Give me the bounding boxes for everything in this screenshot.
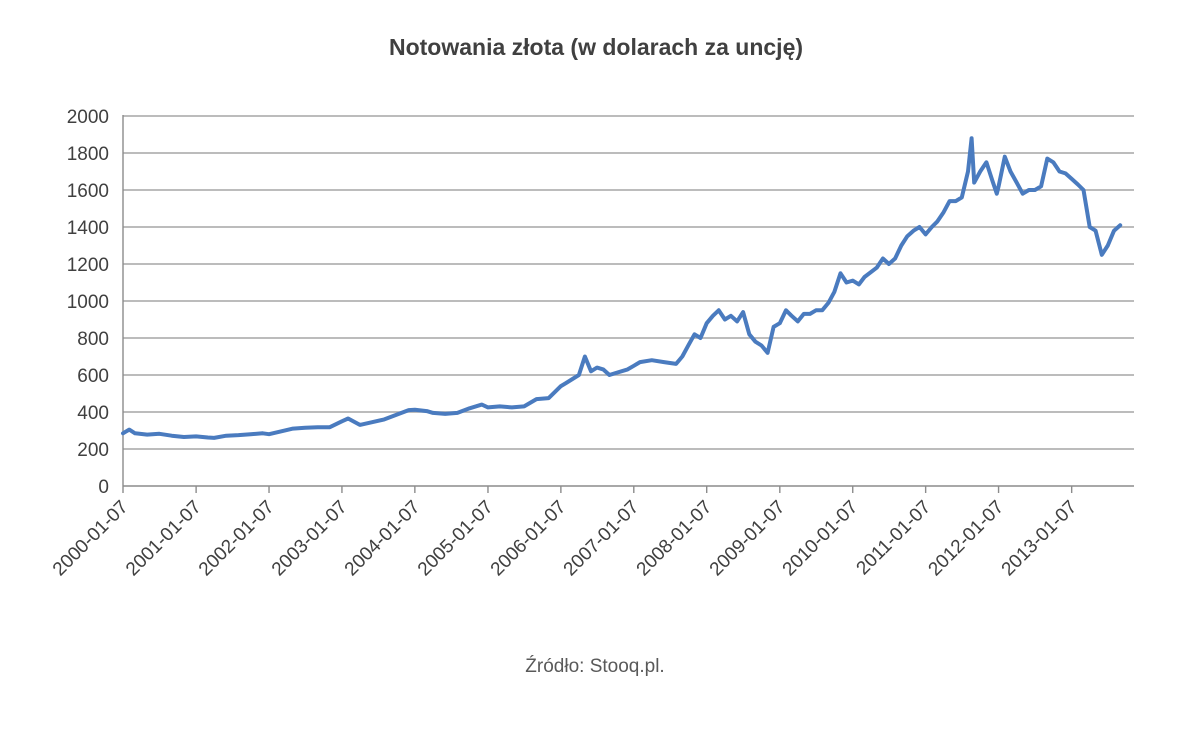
y-tick-label: 1800: [67, 144, 109, 165]
y-tick-label: 1000: [67, 292, 109, 313]
x-tick-label: 2002-01-07: [195, 497, 279, 581]
y-tick-label: 1600: [67, 181, 109, 202]
y-tick-label: 0: [98, 477, 109, 498]
gridlines: [123, 115, 1134, 450]
x-tick-label: 2006-01-07: [487, 497, 571, 581]
y-tick-label: 200: [77, 440, 109, 461]
series-layer: [121, 136, 1123, 440]
x-tick-label: 2011-01-07: [853, 497, 936, 580]
x-tick-label: 2004-01-07: [341, 497, 425, 581]
chart-title: Notowania złota (w dolarach za uncję): [388, 34, 804, 60]
x-tick-label: 2001-01-07: [122, 497, 206, 581]
x-tick-label: 2003-01-07: [268, 497, 352, 581]
x-tick-label: 2005-01-07: [414, 497, 498, 581]
y-tick-label: 800: [77, 329, 109, 350]
y-tick-label: 1400: [67, 218, 109, 239]
x-tick-label: 2009-01-07: [706, 497, 790, 581]
x-tick-label: 2012-01-07: [925, 497, 1009, 581]
chart-source-note: Źródło: Stooq.pl.: [525, 656, 665, 677]
y-tick-label: 400: [77, 403, 109, 424]
y-tick-label: 600: [77, 366, 109, 387]
y-axis-tick-labels: 0 200 400 600 800 1000 1200 1400 1600 1800 2000: [67, 107, 109, 498]
x-tick-label: 2010-01-07: [779, 497, 863, 581]
x-tick-label: 2013-01-07: [998, 497, 1082, 581]
x-tick-label: 2000-01-07: [49, 497, 133, 581]
y-tick-label: 2000: [67, 107, 109, 128]
y-tick-label: 1200: [67, 255, 109, 276]
x-tick-label: 2007-01-07: [560, 497, 644, 581]
axes: [122, 115, 1134, 493]
series-line-0: [121, 136, 1123, 440]
x-tick-label: 2008-01-07: [633, 497, 717, 581]
x-axis-tick-labels: 2000-01-072001-01-072002-01-072003-01-07…: [49, 497, 1081, 581]
